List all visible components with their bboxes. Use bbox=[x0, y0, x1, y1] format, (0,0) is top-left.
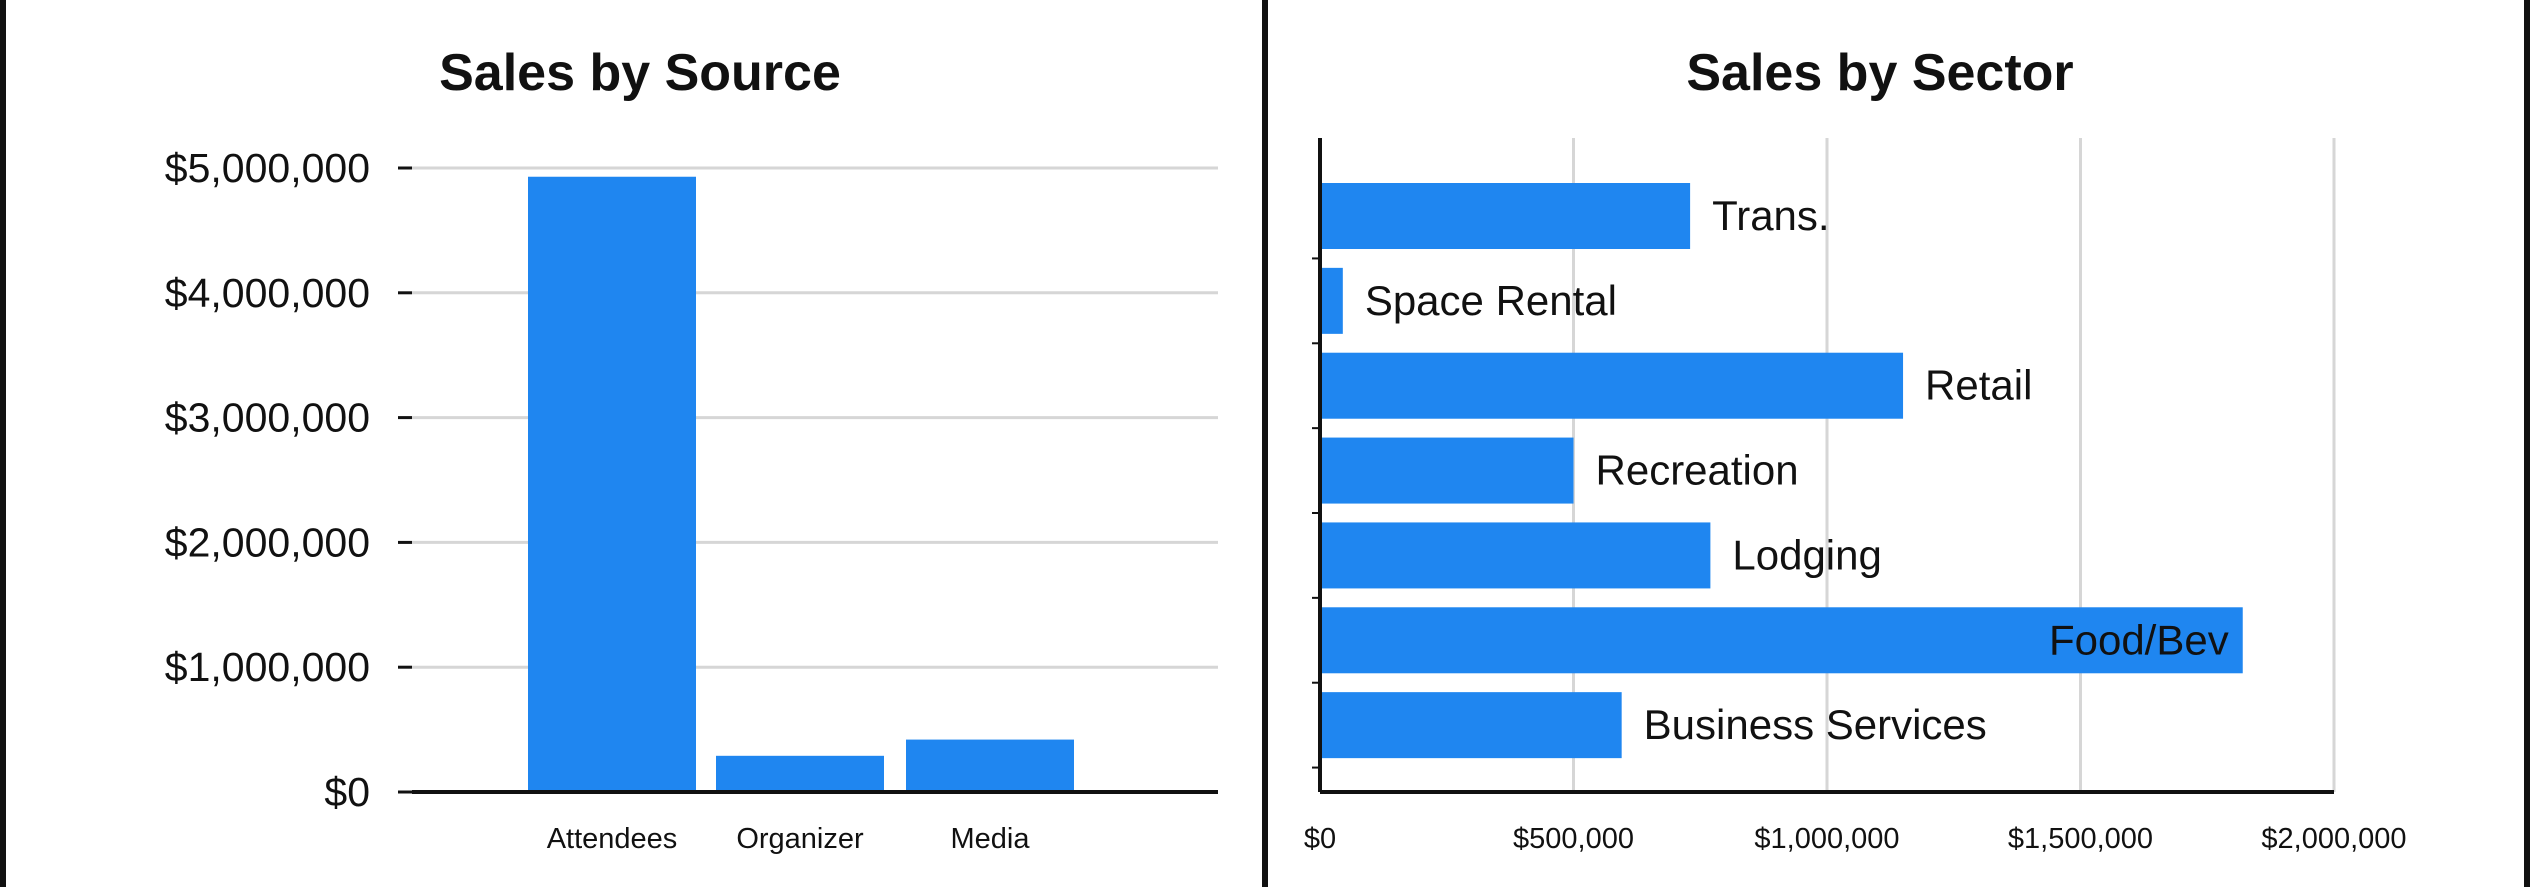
bar bbox=[1320, 437, 1574, 504]
axes bbox=[1312, 138, 2334, 794]
y-tick-label: $4,000,000 bbox=[165, 270, 370, 316]
chart-title: Sales by Sector bbox=[1686, 44, 2073, 102]
x-tick-label: Media bbox=[951, 823, 1031, 855]
sales-by-sector-chart: Sales by Sector Trans. Space Rental Retail… bbox=[1304, 44, 2407, 855]
x-tick-label: $2,000,000 bbox=[2261, 823, 2406, 855]
bar bbox=[528, 176, 696, 793]
y-tick-labels: $0 $1,000,000 $2,000,000 $3,000,000 $4,000,0… bbox=[165, 145, 370, 815]
bar-label: Food/Bev bbox=[2049, 616, 2229, 663]
x-tick-label: $1,500,000 bbox=[2008, 823, 2153, 855]
x-tick-label: $1,000,000 bbox=[1754, 823, 1899, 855]
bar bbox=[1320, 352, 1904, 419]
y-gridlines bbox=[412, 166, 1218, 669]
y-tick-label: $1,000,000 bbox=[165, 644, 370, 690]
chart-title: Sales by Source bbox=[439, 44, 841, 102]
bar bbox=[1320, 267, 1343, 334]
y-tick-label: $5,000,000 bbox=[165, 145, 370, 191]
bar bbox=[1320, 607, 2243, 674]
x-tick-labels: Attendees Organizer Media bbox=[547, 823, 1031, 855]
bar bbox=[1320, 183, 1691, 249]
bars bbox=[528, 176, 1074, 793]
bar-label: Lodging bbox=[1732, 531, 1881, 578]
y-tick-label: $3,000,000 bbox=[165, 395, 370, 441]
bar-label: Business Services bbox=[1644, 701, 1987, 748]
bar bbox=[1320, 522, 1711, 589]
y-tick-label: $2,000,000 bbox=[165, 519, 370, 565]
bars bbox=[1320, 183, 2243, 759]
x-tick-label: $0 bbox=[1304, 823, 1336, 855]
bar-label: Recreation bbox=[1596, 447, 1799, 494]
x-tick-label: Organizer bbox=[736, 823, 864, 855]
bar bbox=[716, 755, 884, 792]
x-tick-label: Attendees bbox=[547, 823, 678, 855]
bar bbox=[1320, 692, 1622, 759]
y-tick-label: $0 bbox=[324, 769, 370, 815]
bar-label: Space Rental bbox=[1365, 277, 1617, 324]
x-tick-labels: $0 $500,000 $1,000,000 $1,500,000 $2,000,000 bbox=[1304, 823, 2407, 855]
bar bbox=[906, 739, 1074, 792]
axes bbox=[398, 166, 1218, 794]
bar-label: Retail bbox=[1925, 362, 2032, 409]
sales-by-source-chart: Sales by Source $0 $1,000,000 $2,000,000 $3… bbox=[165, 44, 1218, 855]
bar-category-labels: Trans. Space Rental Retail Recreation Lodgin… bbox=[1365, 192, 2229, 748]
x-tick-label: $500,000 bbox=[1513, 823, 1634, 855]
bar-label: Trans. bbox=[1712, 192, 1829, 239]
